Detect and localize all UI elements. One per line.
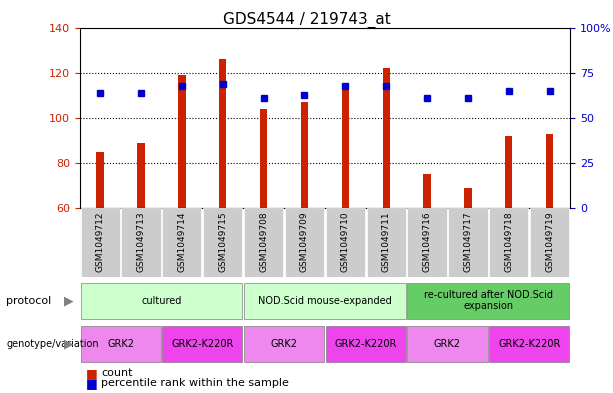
Bar [464,188,471,208]
Text: GRK2: GRK2 [434,339,461,349]
Bar [301,102,308,208]
Text: count: count [101,368,132,378]
Text: GRK2-K220R: GRK2-K220R [335,339,397,349]
Text: GSM1049716: GSM1049716 [422,212,432,272]
Bar [505,136,512,208]
Bar [530,208,569,277]
Text: re-cultured after NOD.Scid
expansion: re-cultured after NOD.Scid expansion [424,290,553,311]
Text: GRK2: GRK2 [270,339,297,349]
Bar [244,208,283,277]
Text: GRK2: GRK2 [107,339,134,349]
Bar [489,326,569,362]
Bar [137,143,145,208]
Bar [424,174,431,208]
Text: genotype/variation: genotype/variation [6,339,99,349]
Bar [341,86,349,208]
Text: ▶: ▶ [64,337,74,351]
Text: ▶: ▶ [64,294,74,307]
Text: GSM1049715: GSM1049715 [218,212,227,272]
Text: GSM1049712: GSM1049712 [96,212,105,272]
Text: GRK2-K220R: GRK2-K220R [171,339,234,349]
Bar [326,208,365,277]
Text: GSM1049711: GSM1049711 [382,212,390,272]
Bar [408,326,487,362]
Text: GRK2-K220R: GRK2-K220R [498,339,560,349]
Text: GSM1049713: GSM1049713 [137,212,145,272]
Text: GSM1049717: GSM1049717 [463,212,473,272]
Text: cultured: cultured [141,296,181,306]
Bar [219,59,226,208]
Bar [408,283,569,319]
Bar [546,134,554,208]
Text: NOD.Scid mouse-expanded: NOD.Scid mouse-expanded [258,296,392,306]
Bar [408,208,447,277]
Bar [285,208,324,277]
Text: percentile rank within the sample: percentile rank within the sample [101,378,289,388]
Bar [162,208,202,277]
Bar [244,283,406,319]
Text: ■: ■ [86,376,97,390]
Bar [162,326,242,362]
Text: ■: ■ [86,367,97,380]
Text: GSM1049719: GSM1049719 [545,212,554,272]
Text: GDS4544 / 219743_at: GDS4544 / 219743_at [223,12,390,28]
Bar [326,326,406,362]
Bar [367,208,406,277]
Bar [121,208,161,277]
Text: GSM1049718: GSM1049718 [504,212,513,272]
Text: GSM1049709: GSM1049709 [300,212,309,272]
Bar [489,208,528,277]
Bar [203,208,242,277]
Bar [244,326,324,362]
Bar [383,68,390,208]
Bar [80,326,161,362]
Text: GSM1049714: GSM1049714 [177,212,186,272]
Text: protocol: protocol [6,296,51,306]
Bar [80,208,120,277]
Text: GSM1049710: GSM1049710 [341,212,350,272]
Bar [448,208,487,277]
Bar [96,152,104,208]
Bar [178,75,186,208]
Bar [80,283,242,319]
Bar [260,109,267,208]
Text: GSM1049708: GSM1049708 [259,212,268,272]
